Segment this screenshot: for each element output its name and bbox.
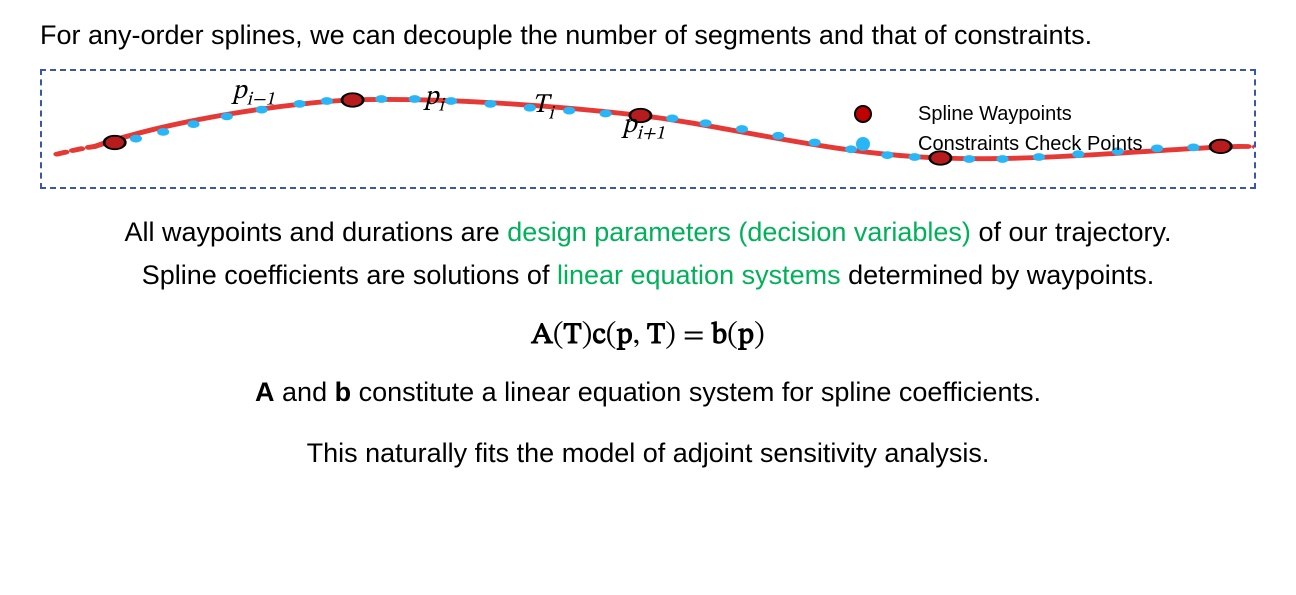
- equation: A(T)c(p, T) = b(p): [40, 317, 1256, 355]
- ab-text: A and b constitute a linear equation sys…: [40, 377, 1256, 408]
- label-p-i-minus-1: pi−1: [232, 75, 275, 112]
- label-p-i-plus-1: pi+1: [622, 109, 665, 146]
- intro-text: For any-order splines, we can decouple t…: [40, 20, 1256, 51]
- design-params-text: All waypoints and durations are design p…: [40, 217, 1256, 248]
- checkpoint-swatch-icon: [848, 137, 878, 151]
- waypoint-swatch-icon: [848, 105, 878, 123]
- legend-waypoints-text: Spline Waypoints: [918, 103, 1072, 126]
- label-t-i: Ti: [532, 89, 554, 126]
- legend-row-checkpoints: Constraints Check Points: [848, 129, 1228, 159]
- spline-diagram-box: pi−1 pi Ti pi+1 Spline Waypoints Constra…: [40, 69, 1256, 189]
- legend-row-waypoints: Spline Waypoints: [848, 99, 1228, 129]
- linear-eq-text: Spline coefficients are solutions of lin…: [40, 260, 1256, 291]
- legend: Spline Waypoints Constraints Check Point…: [848, 99, 1228, 159]
- adjoint-text: This naturally fits the model of adjoint…: [40, 438, 1256, 469]
- legend-checkpoints-text: Constraints Check Points: [918, 133, 1143, 156]
- label-p-i: pi: [424, 81, 444, 118]
